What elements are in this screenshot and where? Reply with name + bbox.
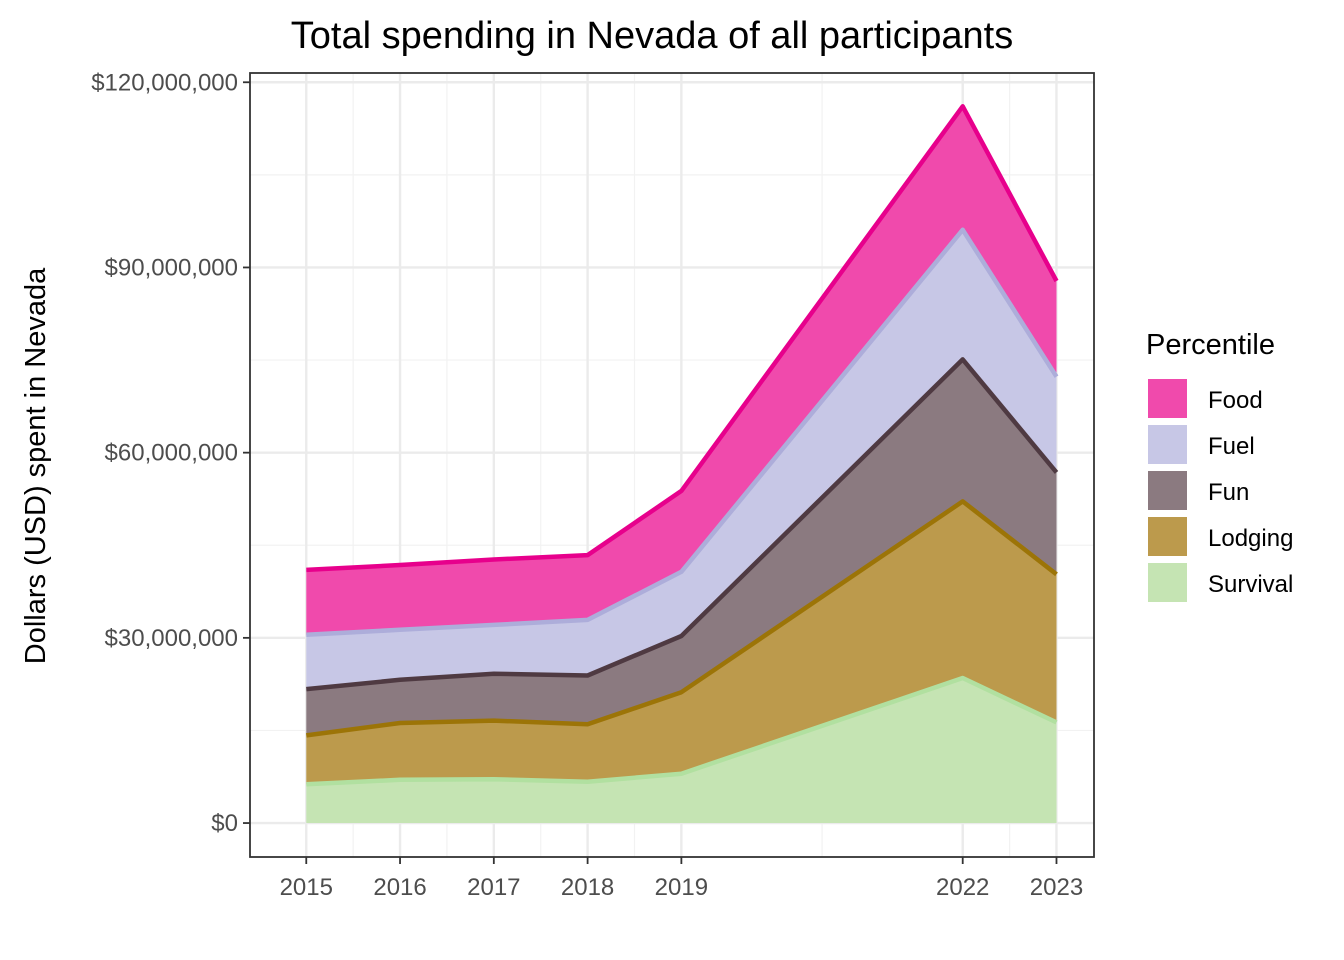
y-tick-label: $120,000,000 [91,69,238,96]
line-lodging [306,499,1058,738]
area-food [306,106,1057,635]
line-survival [306,675,1058,787]
plot-panel [249,72,1095,858]
x-tick-label: 2015 [280,874,333,901]
y-tick-label: $0 [211,810,238,837]
legend-label-food: Food [1208,387,1263,414]
x-tick-label: 2016 [373,874,426,901]
x-tick-label: 2018 [561,874,614,901]
legend-label-survival: Survival [1208,571,1293,598]
line-fuel [306,227,1059,638]
legend-key-survival [1148,563,1187,602]
area-survival [306,678,1057,823]
line-food [306,104,1059,573]
chart-title: Total spending in Nevada of all particip… [291,15,1013,57]
legend-key-lodging [1148,517,1187,556]
x-tick-label: 2017 [467,874,520,901]
legend-label-fuel: Fuel [1208,433,1255,460]
legend-label-lodging: Lodging [1208,525,1293,552]
y-axis-title: Dollars (USD) spent in Nevada [20,267,52,664]
x-tick-label: 2022 [936,874,989,901]
x-tick-label: 2019 [655,874,708,901]
legend: Percentile Food Fuel Fun Lodging Survival [1146,329,1293,602]
area-lodging [306,501,1057,785]
panel-border [249,72,1095,858]
line-fun [306,357,1059,692]
y-tick-label: $30,000,000 [105,625,238,652]
legend-key-food [1148,379,1187,418]
x-axis: 2015 2016 2017 2018 2019 2022 2023 [280,857,1083,901]
y-tick-label: $90,000,000 [105,254,238,281]
x-tick-label: 2023 [1030,874,1083,901]
y-tick-label: $60,000,000 [105,440,238,467]
y-axis: $0 $30,000,000 $60,000,000 $90,000,000 $120,… [91,69,250,837]
legend-label-fun: Fun [1208,479,1249,506]
legend-title: Percentile [1146,329,1275,361]
legend-key-fun [1148,471,1187,510]
legend-key-fuel [1148,425,1187,464]
